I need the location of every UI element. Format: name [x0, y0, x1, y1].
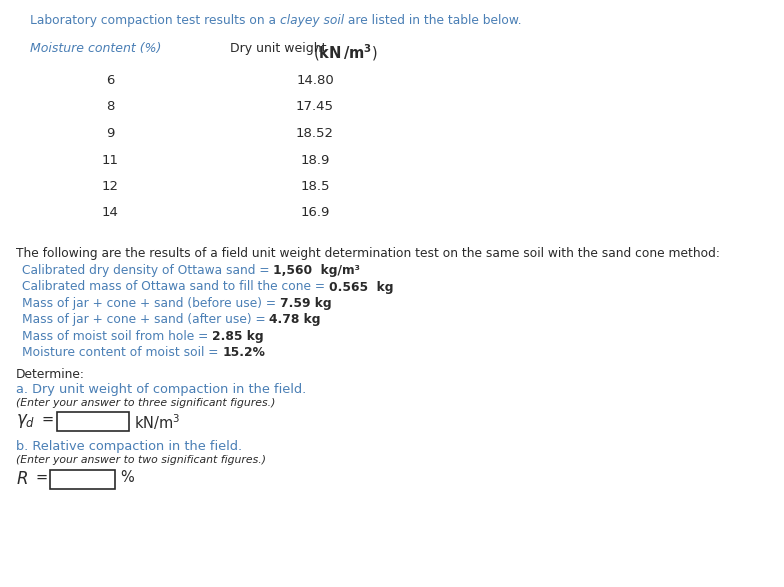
Text: Mass of jar + cone + sand (after use) =: Mass of jar + cone + sand (after use) = [22, 313, 270, 326]
Text: 4.78 kg: 4.78 kg [270, 313, 321, 326]
Text: $R$: $R$ [16, 470, 28, 488]
Text: Moisture content of moist soil =: Moisture content of moist soil = [22, 346, 222, 359]
Text: Calibrated dry density of Ottawa sand =: Calibrated dry density of Ottawa sand = [22, 264, 274, 277]
Text: $\mathbf{\left(kN\,/m^3\right)}$: $\mathbf{\left(kN\,/m^3\right)}$ [313, 42, 378, 63]
Text: $\gamma_d$: $\gamma_d$ [16, 412, 35, 430]
Text: 1,560  kg/m³: 1,560 kg/m³ [274, 264, 361, 277]
Text: 14: 14 [102, 207, 118, 220]
Text: Mass of jar + cone + sand (before use) =: Mass of jar + cone + sand (before use) = [22, 297, 280, 310]
Text: %: % [120, 470, 134, 485]
Text: a. Dry unit weight of compaction in the field.: a. Dry unit weight of compaction in the … [16, 383, 307, 396]
Text: kN/m$^3$: kN/m$^3$ [134, 412, 180, 431]
Text: clayey soil: clayey soil [280, 14, 344, 27]
Text: 0.565  kg: 0.565 kg [328, 281, 394, 294]
Text: The following are the results of a field unit weight determination test on the s: The following are the results of a field… [16, 247, 720, 260]
Text: 15.2%: 15.2% [222, 346, 265, 359]
Text: 18.9: 18.9 [300, 153, 330, 167]
Text: 2.85 kg: 2.85 kg [212, 330, 263, 343]
Text: (Enter your answer to three significant figures.): (Enter your answer to three significant … [16, 398, 275, 408]
Text: 17.45: 17.45 [296, 100, 334, 113]
Text: Dry unit weight: Dry unit weight [230, 42, 331, 55]
Text: 14.80: 14.80 [296, 74, 334, 87]
Text: Moisture content (%): Moisture content (%) [30, 42, 162, 55]
Text: b. Relative compaction in the field.: b. Relative compaction in the field. [16, 440, 242, 453]
Text: =: = [36, 470, 48, 485]
Text: 8: 8 [106, 100, 114, 113]
FancyBboxPatch shape [57, 412, 129, 431]
Text: Laboratory compaction test results on a: Laboratory compaction test results on a [30, 14, 280, 27]
Text: 6: 6 [106, 74, 114, 87]
Text: are listed in the table below.: are listed in the table below. [344, 14, 521, 27]
Text: =: = [42, 412, 54, 427]
Text: 16.9: 16.9 [300, 207, 330, 220]
Text: 12: 12 [101, 180, 118, 193]
Text: 18.5: 18.5 [300, 180, 330, 193]
Text: 9: 9 [106, 127, 114, 140]
Text: 18.52: 18.52 [296, 127, 334, 140]
FancyBboxPatch shape [50, 470, 115, 489]
Text: 7.59 kg: 7.59 kg [280, 297, 332, 310]
Text: (Enter your answer to two significant figures.): (Enter your answer to two significant fi… [16, 455, 266, 465]
Text: Mass of moist soil from hole =: Mass of moist soil from hole = [22, 330, 212, 343]
Text: Calibrated mass of Ottawa sand to fill the cone =: Calibrated mass of Ottawa sand to fill t… [22, 281, 328, 294]
Text: 11: 11 [101, 153, 118, 167]
Text: Determine:: Determine: [16, 368, 85, 381]
